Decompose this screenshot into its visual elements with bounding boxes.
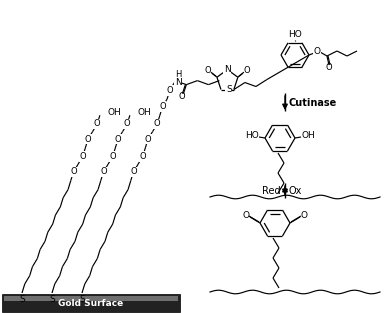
Text: HO: HO <box>245 131 259 141</box>
Text: O: O <box>130 167 137 177</box>
Text: O: O <box>85 135 91 144</box>
Text: H: H <box>175 69 181 79</box>
Text: S: S <box>49 295 55 304</box>
Text: O: O <box>114 135 121 144</box>
Text: HO: HO <box>288 30 302 39</box>
Text: OH: OH <box>138 108 152 117</box>
Text: O: O <box>70 167 77 177</box>
Text: O: O <box>314 48 321 57</box>
Text: Red: Red <box>262 186 281 196</box>
Text: S: S <box>226 85 232 94</box>
Text: O: O <box>326 64 332 73</box>
Bar <box>2 294 180 312</box>
Text: O: O <box>154 119 161 128</box>
Text: Gold Surface: Gold Surface <box>58 300 123 309</box>
Text: Ox: Ox <box>289 186 302 196</box>
Text: S: S <box>79 295 85 304</box>
Text: OH: OH <box>301 131 315 141</box>
Text: O: O <box>167 86 173 95</box>
Text: O: O <box>243 66 250 75</box>
Text: O: O <box>80 152 86 161</box>
Text: S: S <box>19 295 25 304</box>
Text: O: O <box>94 119 100 128</box>
Text: O: O <box>159 102 166 111</box>
Text: Cutinase: Cutinase <box>289 98 337 108</box>
Text: OH: OH <box>108 108 122 117</box>
Text: O: O <box>109 152 116 161</box>
Text: N: N <box>224 65 231 74</box>
Text: N: N <box>175 78 182 87</box>
Text: O: O <box>178 92 185 101</box>
Text: O: O <box>140 152 146 161</box>
Text: O: O <box>124 119 131 128</box>
Text: O: O <box>145 135 151 144</box>
Text: O: O <box>100 167 107 177</box>
Text: O: O <box>205 66 211 75</box>
Text: O: O <box>301 211 307 219</box>
Bar <box>4 296 178 301</box>
Text: O: O <box>243 211 249 219</box>
